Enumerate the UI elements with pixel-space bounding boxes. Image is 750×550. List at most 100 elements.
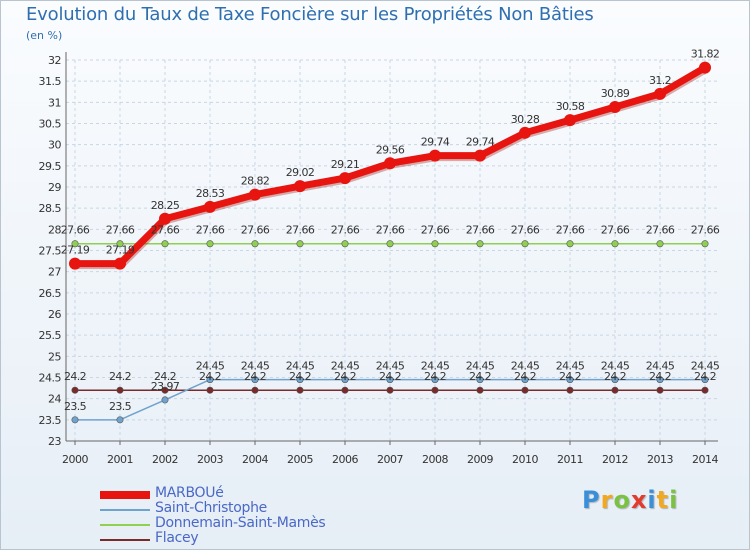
series-point <box>341 376 349 384</box>
series-point <box>566 386 574 394</box>
series-point <box>294 180 306 193</box>
series-point <box>476 376 484 384</box>
data-label: 24.2 <box>424 370 446 383</box>
series-point <box>476 240 484 248</box>
x-tick-label: 2010 <box>512 453 538 466</box>
data-label: 27.66 <box>376 224 405 237</box>
y-tick-label: 23 <box>48 435 61 448</box>
series-point <box>699 61 711 74</box>
proxiti-logo: Proxiti <box>582 486 678 514</box>
x-tick-label: 2006 <box>332 453 358 466</box>
series-point <box>431 376 439 384</box>
data-label: 29.02 <box>286 166 315 179</box>
legend-swatch-donnemain-saint-mames <box>100 524 150 526</box>
data-label: 24.2 <box>64 370 86 383</box>
series-point <box>296 240 304 248</box>
series-point <box>69 257 81 270</box>
data-label: 27.19 <box>61 244 90 257</box>
data-label: 24.45 <box>376 360 405 373</box>
series-point <box>474 149 486 162</box>
data-label: 30.58 <box>556 100 585 113</box>
data-label: 27.66 <box>601 224 630 237</box>
data-label: 27.66 <box>196 224 225 237</box>
series-layer <box>69 61 711 424</box>
y-tick-label: 27.5 <box>39 245 62 258</box>
data-label: 27.66 <box>241 224 270 237</box>
y-tick-label: 29.5 <box>39 160 62 173</box>
series-point <box>251 386 259 394</box>
series-point <box>206 376 214 384</box>
x-tick-label: 2004 <box>242 453 268 466</box>
series-point <box>384 157 396 170</box>
data-label: 24.45 <box>466 360 495 373</box>
data-label: 27.66 <box>466 224 495 237</box>
logo-letter: x <box>630 486 648 514</box>
series-point <box>71 240 79 248</box>
data-label: 24.2 <box>514 370 536 383</box>
series-point <box>431 240 439 248</box>
data-label: 24.2 <box>334 370 356 383</box>
data-label: 27.66 <box>331 224 360 237</box>
logo-letter: o <box>613 486 631 514</box>
data-label: 28.82 <box>241 175 270 188</box>
data-label: 24.2 <box>604 370 626 383</box>
series-point <box>249 188 261 201</box>
data-label: 24.2 <box>289 370 311 383</box>
data-label: 27.66 <box>556 224 585 237</box>
logo-letter: i <box>669 486 679 514</box>
series-point <box>521 240 529 248</box>
data-label: 24.45 <box>421 360 450 373</box>
axes: 2323.52424.52525.52626.52727.52828.52929… <box>39 52 719 466</box>
series-point <box>206 240 214 248</box>
series-point <box>386 240 394 248</box>
series-point <box>116 416 124 424</box>
series-point <box>701 386 709 394</box>
data-label: 24.45 <box>556 360 585 373</box>
data-label: 27.66 <box>61 224 90 237</box>
series-point <box>114 257 126 270</box>
x-tick-label: 2009 <box>467 453 493 466</box>
series-point <box>656 386 664 394</box>
data-label: 29.74 <box>466 136 495 149</box>
series-point <box>564 114 576 127</box>
series-point <box>341 240 349 248</box>
series-point <box>341 386 349 394</box>
y-tick-label: 24 <box>48 393 61 406</box>
data-label: 30.28 <box>511 113 540 126</box>
series-point <box>519 126 531 139</box>
logo-letter: i <box>647 486 657 514</box>
x-tick-label: 2012 <box>602 453 628 466</box>
y-tick-label: 28.5 <box>39 202 62 215</box>
series-point <box>611 240 619 248</box>
data-label: 27.66 <box>106 224 135 237</box>
x-tick-label: 2001 <box>107 453 133 466</box>
data-label: 27.66 <box>511 224 540 237</box>
data-label: 30.89 <box>601 87 630 100</box>
x-tick-label: 2002 <box>152 453 178 466</box>
series-point <box>701 240 709 248</box>
y-tick-label: 27 <box>48 266 61 279</box>
x-tick-label: 2005 <box>287 453 313 466</box>
y-tick-label: 32 <box>48 54 61 67</box>
data-label: 23.5 <box>64 400 87 413</box>
y-tick-label: 25 <box>48 350 61 363</box>
series-point <box>701 376 709 384</box>
data-label: 31.2 <box>649 74 671 87</box>
legend-label-flacey: Flacey <box>155 530 199 546</box>
series-point <box>296 376 304 384</box>
y-tick-label: 31.5 <box>39 75 62 88</box>
data-labels: 27.19 27.19 28.25 28.53 28.82 29.02 29.21 29.56… <box>61 48 721 413</box>
legend-label-marboue: MARBOUé <box>155 485 224 501</box>
data-label: 27.66 <box>646 224 675 237</box>
legend-label-saint-christophe: Saint-Christophe <box>155 500 267 516</box>
x-tick-label: 2003 <box>197 453 223 466</box>
data-label: 24.45 <box>331 360 360 373</box>
data-label: 24.2 <box>559 370 581 383</box>
data-label: 24.45 <box>196 360 225 373</box>
series-point <box>566 240 574 248</box>
series-point <box>161 386 169 394</box>
logo-letter: r <box>600 486 614 514</box>
series-point <box>476 386 484 394</box>
series-point <box>521 386 529 394</box>
data-label: 24.2 <box>469 370 491 383</box>
